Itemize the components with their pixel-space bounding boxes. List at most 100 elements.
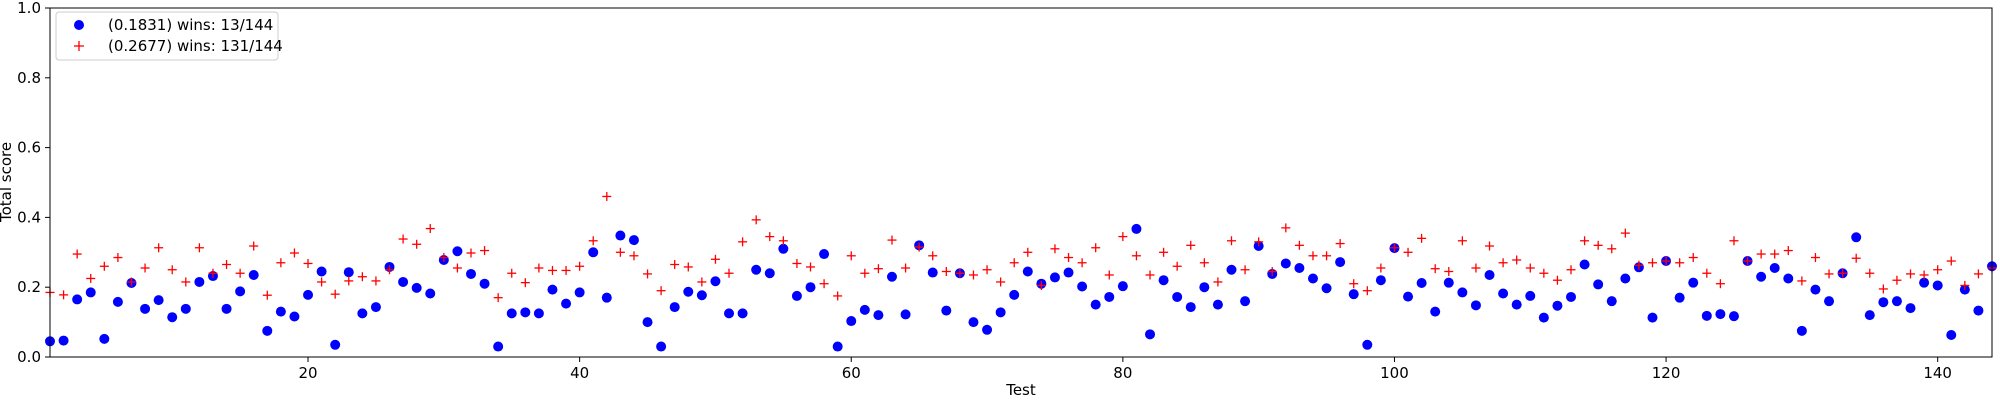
point-blue: [1416, 278, 1427, 289]
point-red: [507, 268, 517, 278]
point-red: [1485, 241, 1495, 251]
point-red: [371, 276, 381, 286]
x-tick-label: 100: [1380, 364, 1409, 382]
point-red: [1064, 253, 1074, 263]
point-red: [1091, 243, 1101, 253]
point-red: [1743, 256, 1753, 266]
point-red: [1254, 237, 1264, 247]
point-red: [1729, 236, 1739, 246]
point-red: [1159, 247, 1169, 257]
point-blue: [1362, 339, 1373, 350]
point-blue: [1593, 279, 1604, 290]
point-red: [1593, 240, 1603, 250]
point-blue: [58, 335, 69, 346]
point-blue: [343, 267, 354, 278]
point-blue: [628, 235, 639, 246]
point-red: [86, 273, 96, 283]
point-blue: [982, 324, 993, 335]
point-red: [819, 279, 829, 289]
point-blue: [561, 298, 572, 309]
point-red: [1240, 265, 1250, 275]
point-red: [385, 265, 395, 275]
point-blue: [819, 249, 830, 260]
point-blue: [479, 278, 490, 289]
y-axis-title: Total score: [0, 142, 15, 223]
point-blue: [411, 282, 422, 293]
point-red: [1036, 280, 1046, 290]
point-red: [806, 262, 816, 272]
point-blue: [778, 243, 789, 254]
point-blue: [330, 339, 341, 350]
point-blue: [1769, 263, 1780, 274]
point-red: [575, 261, 585, 271]
point-blue: [1104, 291, 1115, 302]
point-red: [778, 236, 788, 246]
x-axis-title: Test: [1005, 381, 1036, 399]
point-red: [439, 253, 449, 263]
point-blue: [995, 307, 1006, 318]
point-red: [72, 249, 82, 259]
point-red: [1688, 253, 1698, 263]
point-blue: [1891, 296, 1902, 307]
point-blue: [1090, 299, 1101, 310]
point-blue: [1864, 310, 1875, 321]
point-blue: [425, 288, 436, 299]
point-blue: [1824, 296, 1835, 307]
point-red: [1403, 247, 1413, 257]
point-blue: [1796, 325, 1807, 336]
point-red: [982, 265, 992, 275]
point-blue: [927, 267, 938, 278]
point-red: [412, 239, 422, 249]
point-red: [235, 268, 245, 278]
point-red: [1199, 258, 1209, 268]
point-blue: [1715, 309, 1726, 320]
point-red: [1634, 260, 1644, 270]
point-blue: [669, 302, 680, 313]
point-red: [493, 293, 503, 303]
point-blue: [275, 306, 286, 317]
point-blue: [1878, 297, 1889, 308]
point-red: [1715, 279, 1725, 289]
point-red: [1131, 251, 1141, 261]
point-red: [208, 268, 218, 278]
point-red: [1702, 268, 1712, 278]
point-red: [1620, 228, 1630, 238]
point-blue: [1335, 257, 1346, 268]
x-tick-label: 140: [1923, 364, 1952, 382]
point-red: [289, 248, 299, 258]
point-blue: [873, 310, 884, 321]
point-red: [833, 291, 843, 301]
y-tick-label: 0.2: [17, 278, 41, 296]
point-blue: [1905, 303, 1916, 314]
point-blue: [941, 305, 952, 316]
x-axis: 20 40 60 80 100 120 140: [298, 357, 1952, 382]
point-blue: [1552, 300, 1563, 311]
point-red: [602, 191, 612, 201]
y-tick-label: 0.0: [17, 348, 41, 366]
point-blue: [1280, 258, 1291, 269]
point-blue: [764, 268, 775, 279]
point-red: [670, 260, 680, 270]
point-blue: [683, 286, 694, 297]
point-red: [860, 268, 870, 278]
point-red: [113, 253, 123, 263]
series-red-plus: [45, 191, 1997, 303]
point-blue: [1063, 267, 1074, 278]
y-tick-label: 0.4: [17, 208, 41, 226]
point-blue: [1077, 281, 1088, 292]
point-red: [588, 236, 598, 246]
point-red: [656, 286, 666, 296]
point-blue: [574, 287, 585, 298]
point-blue: [248, 269, 259, 280]
point-red: [1661, 256, 1671, 266]
point-blue: [1538, 312, 1549, 323]
point-blue: [1484, 269, 1495, 280]
point-red: [1308, 251, 1318, 261]
point-red: [1756, 249, 1766, 259]
point-red: [1322, 251, 1332, 261]
point-red: [425, 224, 435, 234]
legend-marker-red: [74, 41, 84, 51]
point-blue: [832, 341, 843, 352]
point-blue: [85, 287, 96, 298]
point-red: [1539, 268, 1549, 278]
